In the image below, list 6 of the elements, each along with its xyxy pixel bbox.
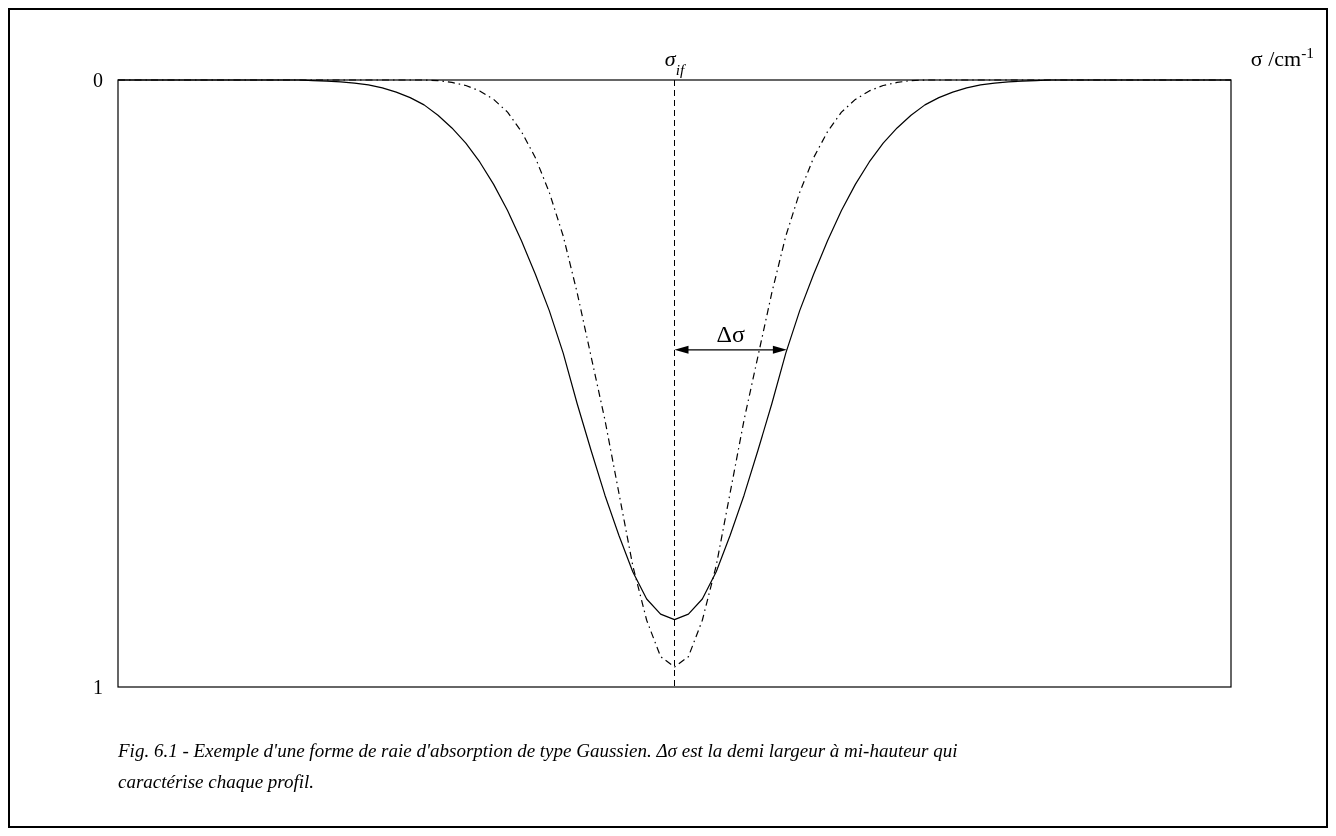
text: σ$_{if}$ [664, 46, 687, 78]
y-tick-label: 0 [93, 69, 103, 91]
x-axis-title: σ /cm$^{-1}$ [1250, 43, 1314, 71]
caption: Fig. 6.1 - Exemple d'une forme de raie d'absorption de type Gaussien. Δσ est la demi largeur à mi-hauteur qui caractérise chaque profil. [117, 740, 958, 792]
annotation: Δσ [716, 320, 745, 347]
y-tick-label: 1 [93, 676, 103, 698]
